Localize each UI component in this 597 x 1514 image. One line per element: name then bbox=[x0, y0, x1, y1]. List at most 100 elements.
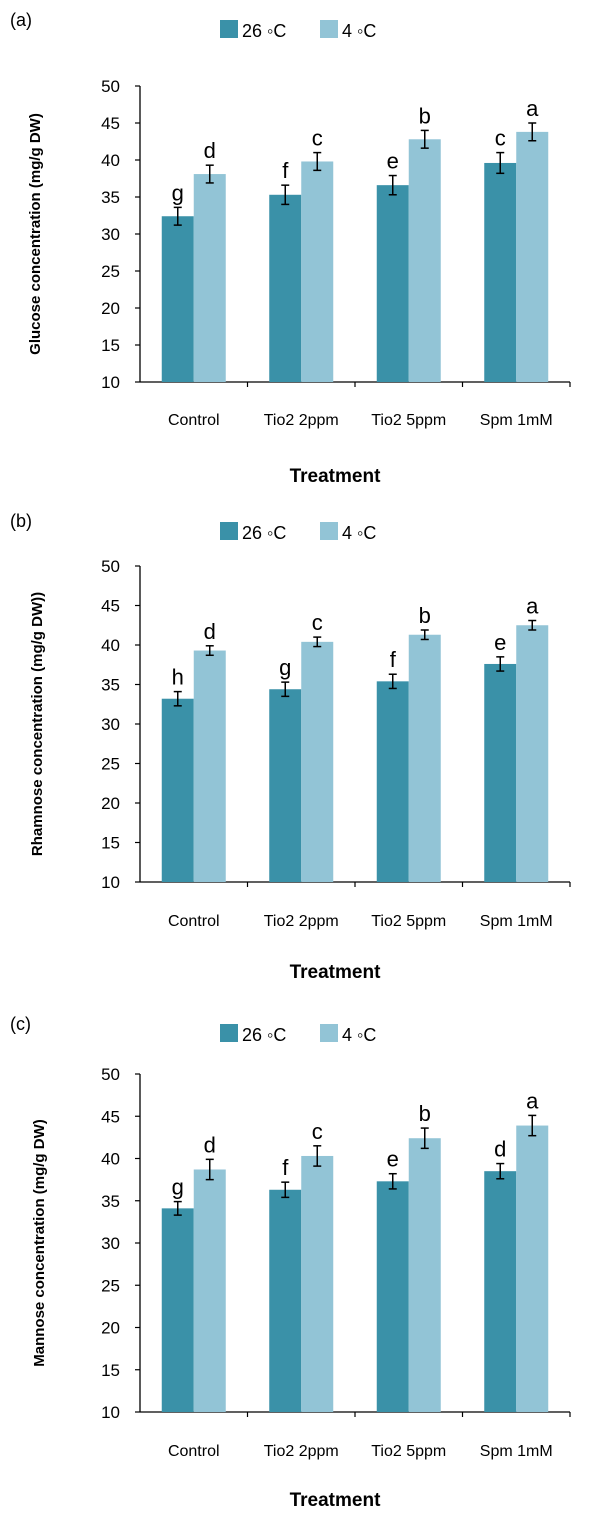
legend-label: 4 ◦C bbox=[342, 21, 376, 41]
y-tick-label: 35 bbox=[101, 1192, 120, 1211]
chart-panel-2: (b) 26 ◦C 4 ◦C 10 15 20 25 30 35 40 45 50 Rhamnose c… bbox=[10, 511, 571, 983]
significance-letter: c bbox=[312, 1119, 323, 1144]
y-tick-label: 25 bbox=[101, 262, 120, 281]
x-tick-label: Control bbox=[168, 913, 220, 930]
bar-4c bbox=[301, 1155, 334, 1412]
y-tick-label: 35 bbox=[101, 188, 120, 207]
x-tick-label: Spm 1mM bbox=[480, 913, 553, 930]
x-tick-label: Tio2 5ppm bbox=[371, 913, 446, 930]
bar-26c bbox=[161, 216, 194, 382]
significance-letter: f bbox=[282, 1155, 289, 1180]
y-tick-label: 25 bbox=[101, 755, 120, 774]
y-tick-label: 50 bbox=[101, 1065, 120, 1084]
x-tick-label: Tio2 2ppm bbox=[264, 913, 339, 930]
significance-letter: a bbox=[526, 96, 539, 121]
y-axis-label: Rhamnose concentration (mg/g DW)) bbox=[29, 592, 46, 856]
y-tick-label: 10 bbox=[101, 373, 120, 392]
bar-26c bbox=[161, 698, 194, 882]
bar-26c bbox=[484, 162, 517, 382]
significance-letter: e bbox=[387, 1147, 399, 1172]
bar-4c bbox=[408, 634, 441, 882]
significance-letter: f bbox=[390, 647, 397, 672]
y-tick-label: 35 bbox=[101, 676, 120, 695]
bar-26c bbox=[376, 185, 409, 382]
y-tick-label: 40 bbox=[101, 1150, 120, 1169]
legend-swatch bbox=[220, 1024, 238, 1042]
legend-swatch bbox=[220, 522, 238, 540]
y-tick-label: 45 bbox=[101, 114, 120, 133]
legend-label: 4 ◦C bbox=[342, 1025, 376, 1045]
y-tick-label: 15 bbox=[101, 1361, 120, 1380]
y-tick-label: 10 bbox=[101, 1403, 120, 1422]
y-tick-label: 30 bbox=[101, 715, 120, 734]
bar-4c bbox=[516, 131, 549, 382]
significance-letter: a bbox=[526, 1088, 539, 1113]
significance-letter: c bbox=[312, 126, 323, 151]
significance-letter: d bbox=[204, 1132, 216, 1157]
bar-26c bbox=[269, 689, 302, 882]
panel-label: (c) bbox=[10, 1014, 31, 1034]
y-tick-label: 20 bbox=[101, 1319, 120, 1338]
x-tick-label: Control bbox=[168, 412, 220, 429]
panel-label: (a) bbox=[10, 10, 32, 30]
significance-letter: b bbox=[419, 603, 431, 628]
y-tick-label: 15 bbox=[101, 336, 120, 355]
bar-26c bbox=[269, 194, 302, 382]
x-tick-label: Spm 1mM bbox=[480, 1443, 553, 1460]
significance-letter: b bbox=[419, 1101, 431, 1126]
panel-label: (b) bbox=[10, 511, 32, 531]
significance-letter: h bbox=[172, 665, 184, 690]
bar-4c bbox=[516, 1125, 549, 1412]
significance-letter: d bbox=[204, 138, 216, 163]
x-axis-label: Treatment bbox=[290, 962, 381, 983]
y-tick-label: 45 bbox=[101, 597, 120, 616]
significance-letter: b bbox=[419, 103, 431, 128]
significance-letter: g bbox=[279, 655, 291, 680]
significance-letter: g bbox=[172, 180, 184, 205]
bar-26c bbox=[376, 681, 409, 882]
bar-4c bbox=[408, 1138, 441, 1412]
bar-26c bbox=[269, 1189, 302, 1412]
y-axis-label: Mannose concentration (mg/g DW) bbox=[31, 1119, 48, 1367]
y-tick-label: 20 bbox=[101, 299, 120, 318]
y-tick-label: 40 bbox=[101, 151, 120, 170]
bar-26c bbox=[484, 663, 517, 882]
legend-swatch bbox=[320, 522, 338, 540]
y-tick-label: 25 bbox=[101, 1276, 120, 1295]
x-tick-label: Control bbox=[168, 1443, 220, 1460]
significance-letter: g bbox=[172, 1175, 184, 1200]
x-axis-label: Treatment bbox=[290, 1490, 381, 1511]
bar-4c bbox=[193, 650, 226, 882]
y-tick-label: 20 bbox=[101, 794, 120, 813]
significance-letter: d bbox=[494, 1137, 506, 1162]
bar-4c bbox=[193, 174, 226, 382]
bar-26c bbox=[376, 1181, 409, 1412]
bar-4c bbox=[301, 161, 334, 382]
x-tick-label: Tio2 2ppm bbox=[264, 412, 339, 429]
bar-26c bbox=[484, 1171, 517, 1412]
y-tick-label: 50 bbox=[101, 77, 120, 96]
x-tick-label: Tio2 5ppm bbox=[371, 412, 446, 429]
bar-4c bbox=[193, 1169, 226, 1412]
bar-26c bbox=[161, 1208, 194, 1412]
significance-letter: f bbox=[282, 158, 289, 183]
legend-label: 26 ◦C bbox=[242, 523, 286, 543]
significance-letter: c bbox=[312, 610, 323, 635]
significance-letter: a bbox=[526, 594, 539, 619]
bar-4c bbox=[516, 625, 549, 882]
y-tick-label: 45 bbox=[101, 1107, 120, 1126]
legend-label: 4 ◦C bbox=[342, 523, 376, 543]
significance-letter: e bbox=[494, 630, 506, 655]
significance-letter: c bbox=[495, 126, 506, 151]
significance-letter: d bbox=[204, 619, 216, 644]
y-axis-label: Glucose concentration (mg/g DW) bbox=[27, 113, 44, 355]
x-axis-label: Treatment bbox=[290, 466, 381, 487]
legend-label: 26 ◦C bbox=[242, 21, 286, 41]
y-tick-label: 50 bbox=[101, 557, 120, 576]
y-tick-label: 30 bbox=[101, 1234, 120, 1253]
y-tick-label: 40 bbox=[101, 636, 120, 655]
legend-swatch bbox=[320, 1024, 338, 1042]
bar-4c bbox=[408, 139, 441, 382]
y-tick-label: 15 bbox=[101, 834, 120, 853]
